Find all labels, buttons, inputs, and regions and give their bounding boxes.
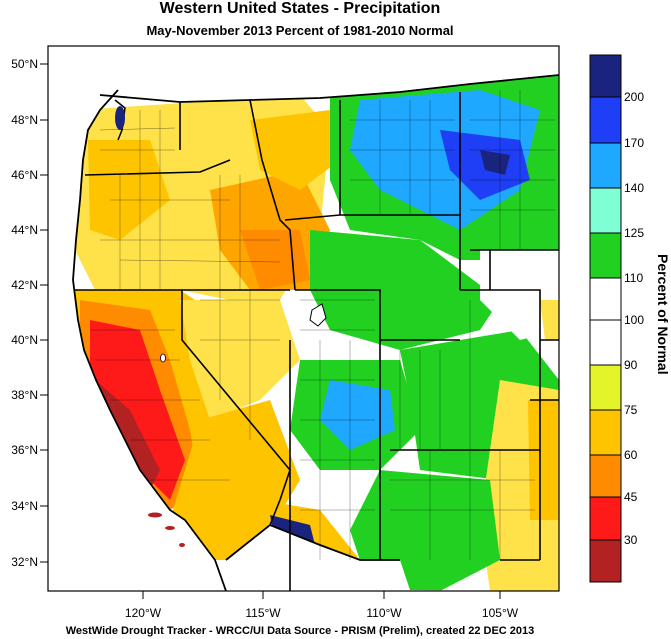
colorbar-tick: 170 [624,136,644,150]
colorbar-tick: 75 [624,403,638,417]
map-area [48,46,559,591]
lat-label: 50°N [11,57,38,71]
colorbar-swatch [590,143,621,188]
lon-label: 115°W [245,606,281,620]
colorbar-tick: 90 [624,358,638,372]
longitude-axis: 120°W 115°W 110°W 105°W [125,591,519,620]
colorbar-label: Percent of Normal [655,254,671,375]
map-subtitle: May-November 2013 Percent of 1981-2010 N… [146,23,454,38]
colorbar-tick: 140 [624,181,644,195]
latitude-axis: 50°N 48°N 46°N 44°N 42°N 40°N 38°N 36°N … [11,57,48,569]
lon-label: 105°W [482,606,519,620]
colorbar-tick: 200 [624,90,644,104]
colorbar-swatch [590,365,621,410]
colorbar-swatch [590,278,621,320]
lon-label: 110°W [366,606,402,620]
lat-label: 42°N [11,278,38,292]
colorbar-swatch [590,497,621,540]
colorbar-swatch [590,540,621,582]
colorbar-swatch [590,320,621,365]
lat-label: 36°N [11,443,38,457]
colorbar-swatch [590,97,621,143]
lat-label: 40°N [11,333,38,347]
colorbar-tick: 110 [624,271,643,285]
lat-label: 32°N [11,555,38,569]
colorbar-tick: 100 [624,313,644,327]
lat-label: 44°N [11,223,38,237]
lat-label: 46°N [11,168,38,182]
colorbar-tick: 45 [624,490,638,504]
colorbar-swatch [590,410,621,455]
lat-label: 34°N [11,499,38,513]
colorbar-tick: 125 [624,226,644,240]
colorbar-tick: 60 [624,448,638,462]
lon-label: 120°W [125,606,162,620]
colorbar-swatch [590,55,621,97]
colorbar-swatch [590,233,621,278]
colorbar-swatch [590,188,621,233]
colorbar: 200 170 140 125 110 100 90 75 60 45 30 P… [589,54,671,583]
map-title: Western United States - Precipitation [159,0,441,17]
colorbar-swatch [590,455,621,497]
footer-credit: WestWide Drought Tracker - WRCC/UI Data … [65,625,535,637]
lat-label: 38°N [11,388,38,402]
lat-label: 48°N [11,113,38,127]
colorbar-tick: 30 [624,533,638,547]
